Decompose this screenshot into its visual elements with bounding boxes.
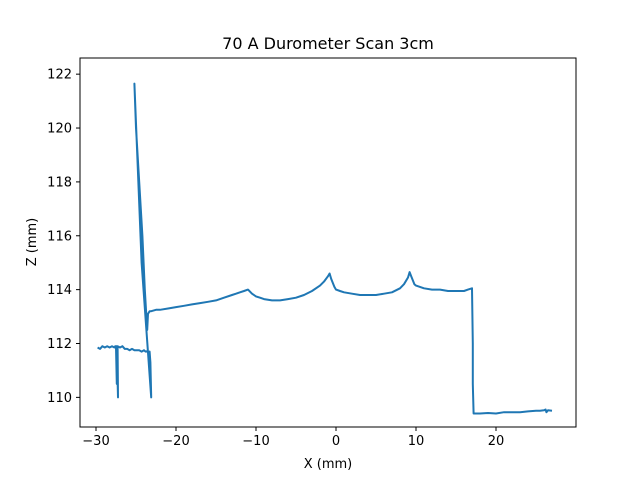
- y-tick-label: 112: [47, 337, 72, 352]
- x-tick-label: 0: [332, 434, 340, 449]
- x-tick-label: 20: [488, 434, 505, 449]
- x-tick-label: −30: [82, 434, 109, 449]
- x-axis-label: X (mm): [304, 457, 353, 472]
- x-tick-label: −20: [162, 434, 189, 449]
- x-tick-label: −10: [242, 434, 269, 449]
- x-tick-label: 10: [408, 434, 425, 449]
- y-tick-label: 122: [47, 68, 72, 83]
- axis-ticks: −30 −20 −10 0 10 20 110 112 114 116 118 120 122: [47, 68, 504, 449]
- y-tick-label: 114: [47, 283, 72, 298]
- y-tick-label: 120: [47, 122, 72, 137]
- y-tick-label: 116: [47, 229, 72, 244]
- series-line: [97, 82, 553, 415]
- y-tick-label: 110: [47, 391, 72, 406]
- plot-area: [80, 58, 576, 427]
- plot-frame: [79, 57, 577, 428]
- chart-title: 70 A Durometer Scan 3cm: [222, 34, 434, 53]
- y-tick-label: 118: [47, 175, 72, 190]
- y-axis-label: Z (mm): [25, 218, 40, 267]
